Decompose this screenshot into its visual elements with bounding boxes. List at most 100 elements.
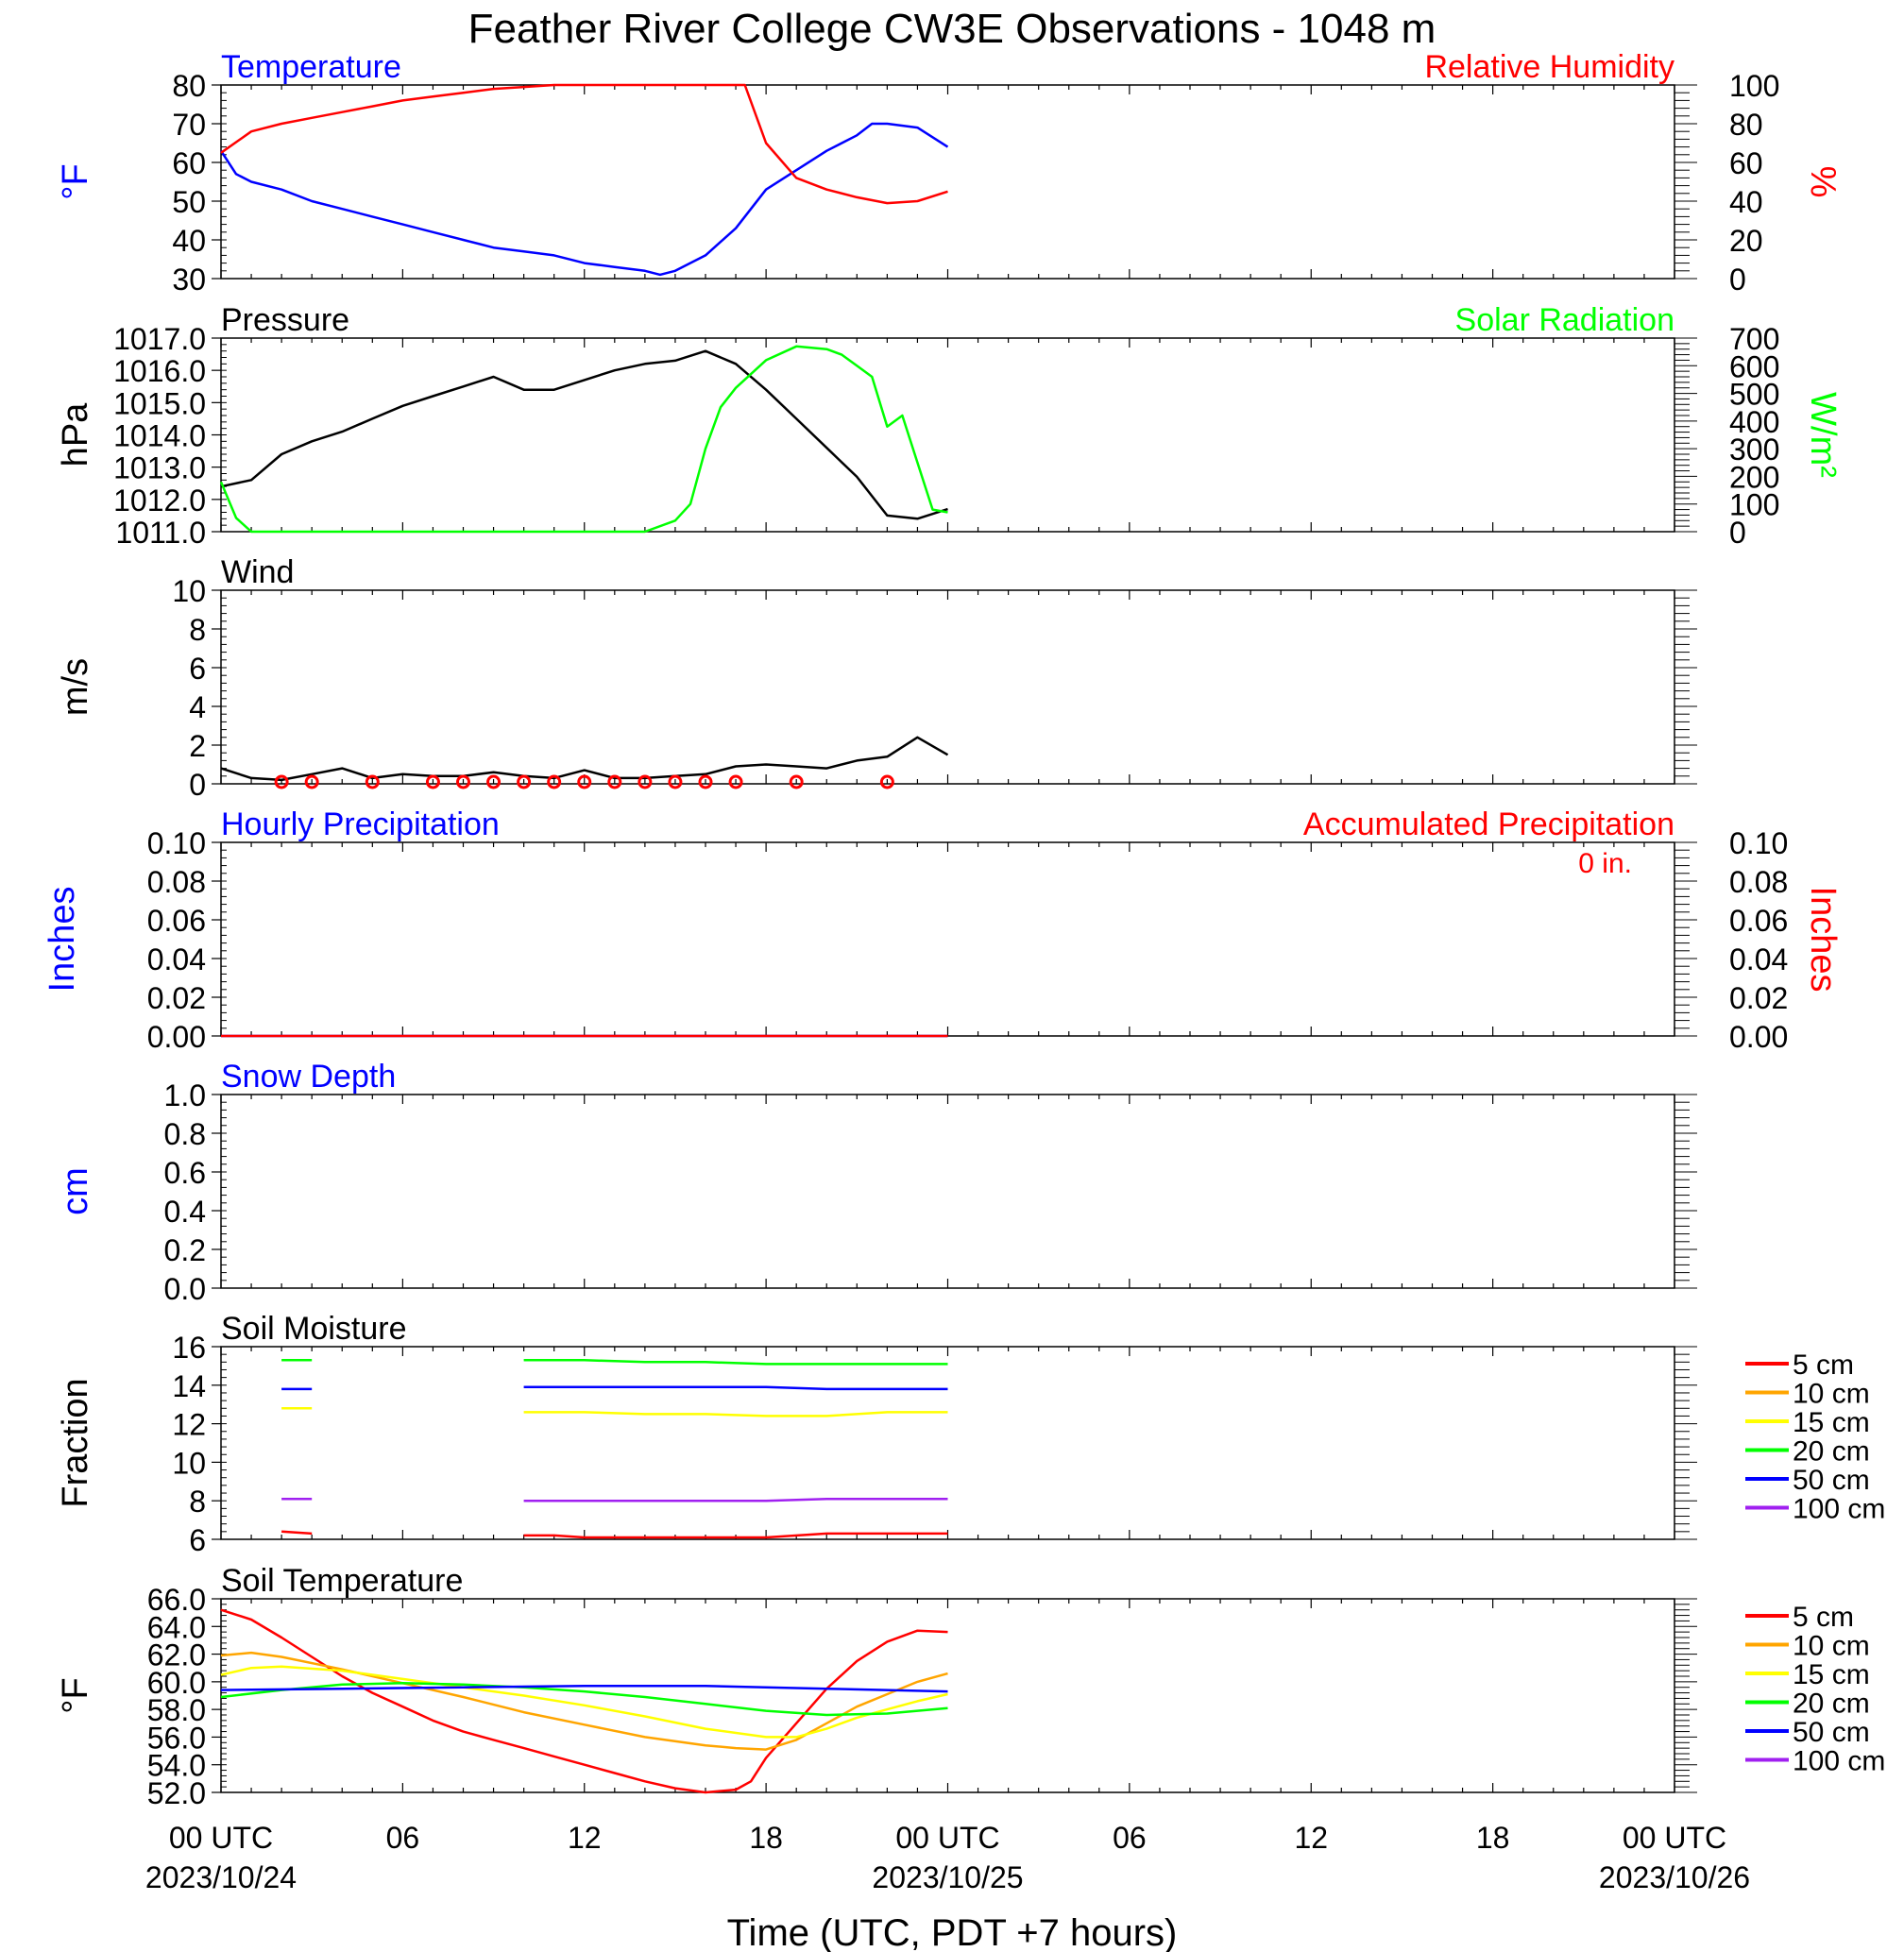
y-tick-label: 10 [172,1446,206,1480]
y-right-tick-label: 600 [1729,349,1779,383]
legend-label: 50 cm [1793,1465,1870,1496]
panel-temp_rh: 80 70 60 50 40 30 100 80 60 40 20 0 Temperature Relat… [56,49,1843,297]
y-tick-label: 62.0 [147,1638,206,1672]
y-right-axis-title: % [1803,166,1843,198]
x-date-label: 2023/10/26 [1599,1860,1750,1894]
y-tick-label: 0.4 [164,1195,206,1229]
20-cm-line [523,1359,948,1366]
panel-snow: 1.0 0.8 0.6 0.4 0.2 0.0 Snow Depth cm [56,1059,1697,1306]
y-right-tick-label: 500 [1729,378,1779,412]
y-right-tick-label: 40 [1729,185,1763,219]
temperature-line [219,122,949,277]
chart-title: Feather River College CW3E Observations … [468,6,1436,52]
legend-label: 20 cm [1793,1689,1870,1720]
panel-left-title: Soil Temperature [221,1563,463,1599]
legend-label: 50 cm [1793,1717,1870,1748]
series-soil_temp [220,1608,948,1794]
x-tick-label: 06 [1113,1821,1147,1855]
plot-frame [220,1598,1675,1793]
panel-left-title: Hourly Precipitation [221,806,500,842]
y-tick-label: 0.10 [147,826,206,860]
y-right-tick-label: 0.10 [1729,826,1788,860]
5-cm-line [281,1530,313,1536]
y-right-tick-label: 20 [1729,224,1763,258]
x-tick-label: 18 [1476,1821,1510,1855]
wind-barb-calm [486,774,502,789]
y-tick-label: 8 [189,613,206,647]
5-cm-line [523,1532,948,1539]
x-tick-label: 12 [568,1821,602,1855]
y-tick-label: 4 [189,690,206,724]
wind-barb-calm [789,774,804,789]
y-right-tick-label: 100 [1729,69,1779,103]
15-cm-line [523,1411,948,1417]
y-tick-label: 0 [189,768,206,802]
y-tick-label: 0.06 [147,904,206,938]
y-tick-label: 8 [189,1485,206,1519]
x-tick-label: 18 [749,1821,783,1855]
y-tick-label: 54.0 [147,1749,206,1783]
y-tick-label: 58.0 [147,1693,206,1727]
y-tick-label: 1015.0 [113,386,206,420]
y-tick-label: 0.6 [164,1156,206,1190]
20-cm-line [220,1682,948,1717]
y-tick-label: 6 [189,1523,206,1557]
legend-label: 10 cm [1793,1631,1870,1662]
y-tick-label: 12 [172,1408,206,1442]
panel-left-title: Pressure [221,302,349,338]
y-tick-label: 1012.0 [113,484,206,518]
y-right-tick-label: 200 [1729,460,1779,494]
legend-label: 100 cm [1793,1494,1885,1525]
y-right-tick-label: 0.06 [1729,904,1788,938]
series-pres_solar [219,345,948,534]
y-right-tick-label: 0.04 [1729,942,1788,976]
panel-wind: 10 8 6 4 2 0 Wind m/s [56,554,1697,802]
y-axis-title: °F [56,163,95,199]
legend-label: 20 cm [1793,1436,1870,1468]
y-right-tick-label: 400 [1729,405,1779,439]
panel-right-title: Relative Humidity [1424,49,1674,85]
y-tick-label: 1014.0 [113,419,206,453]
y-tick-label: 64.0 [147,1610,206,1644]
relative-humidity-line [220,83,948,205]
series-wind [220,736,949,789]
plot-frame [220,337,1675,533]
panel-soil_temp: 66.064.062.060.058.056.054.052.0 Soil Tem… [56,1563,1697,1810]
wind-barb-calm [577,774,592,789]
wind-barb-calm [304,774,319,789]
y-tick-label: 6 [189,652,206,686]
legend-label: 10 cm [1793,1379,1870,1410]
wind-barb-calm [607,774,622,789]
plot-frame [220,841,1675,1037]
y-right-tick-label: 0.02 [1729,981,1788,1015]
series-temp_rh [219,83,949,277]
y-right-tick-label: 0.00 [1729,1020,1788,1054]
100-cm-line [523,1497,948,1502]
y-axis-title: Fraction [56,1378,95,1507]
plot-frame [220,1094,1675,1289]
panel-left-title: Temperature [221,49,401,85]
y-right-axis-title: W/m² [1803,392,1843,478]
x-axis-label: Time (UTC, PDT +7 hours) [727,1912,1178,1952]
x-tick-label: 00 UTC [895,1821,999,1855]
x-tick-label: 00 UTC [1623,1821,1726,1855]
plot-frame [220,84,1675,280]
wind-barb-calm [456,774,470,789]
y-right-tick-label: 300 [1729,433,1779,467]
solar-radiation-line [219,345,948,534]
y-tick-label: 60 [172,146,206,180]
y-tick-label: 1011.0 [116,516,207,550]
wind-barb-calm [638,774,653,789]
50-cm-line [220,1685,948,1693]
y-tick-label: 1.0 [164,1078,206,1112]
y-right-tick-label: 100 [1729,488,1779,522]
legend-label: 5 cm [1793,1602,1854,1633]
panel-left-title: Wind [221,554,294,590]
y-tick-label: 50 [172,185,206,219]
y-tick-label: 70 [172,108,206,142]
wind-barb-calm [365,774,380,789]
y-axis-title: Inches [42,887,82,993]
